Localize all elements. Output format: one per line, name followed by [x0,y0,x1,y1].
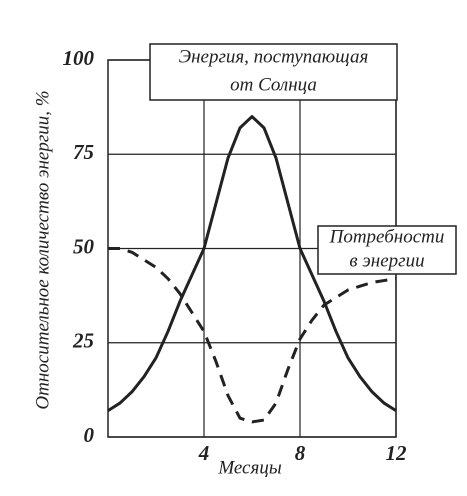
annotation-text: в энергии [349,250,424,271]
line-series [107,115,397,412]
x-tick-label: 8 [295,441,306,465]
annotation-text: Энергия, поступающая [179,46,369,67]
y-axis-label: Относительное количество энергии, % [32,90,53,409]
y-tick-label: 0 [84,423,95,447]
y-tick-label: 100 [63,46,95,70]
annotation-text: от Солнца [230,74,317,95]
x-tick-label: 4 [198,441,210,465]
x-axis-label: Месяцы [217,457,282,478]
y-tick-label: 75 [73,140,94,164]
annotation-text: Потребности [329,226,445,247]
x-tick-label: 12 [386,441,408,465]
y-tick-label: 50 [73,234,95,258]
line-series [108,247,397,424]
y-tick-label: 25 [72,329,94,353]
annotation-box [317,225,457,275]
annotation-box [149,43,398,101]
